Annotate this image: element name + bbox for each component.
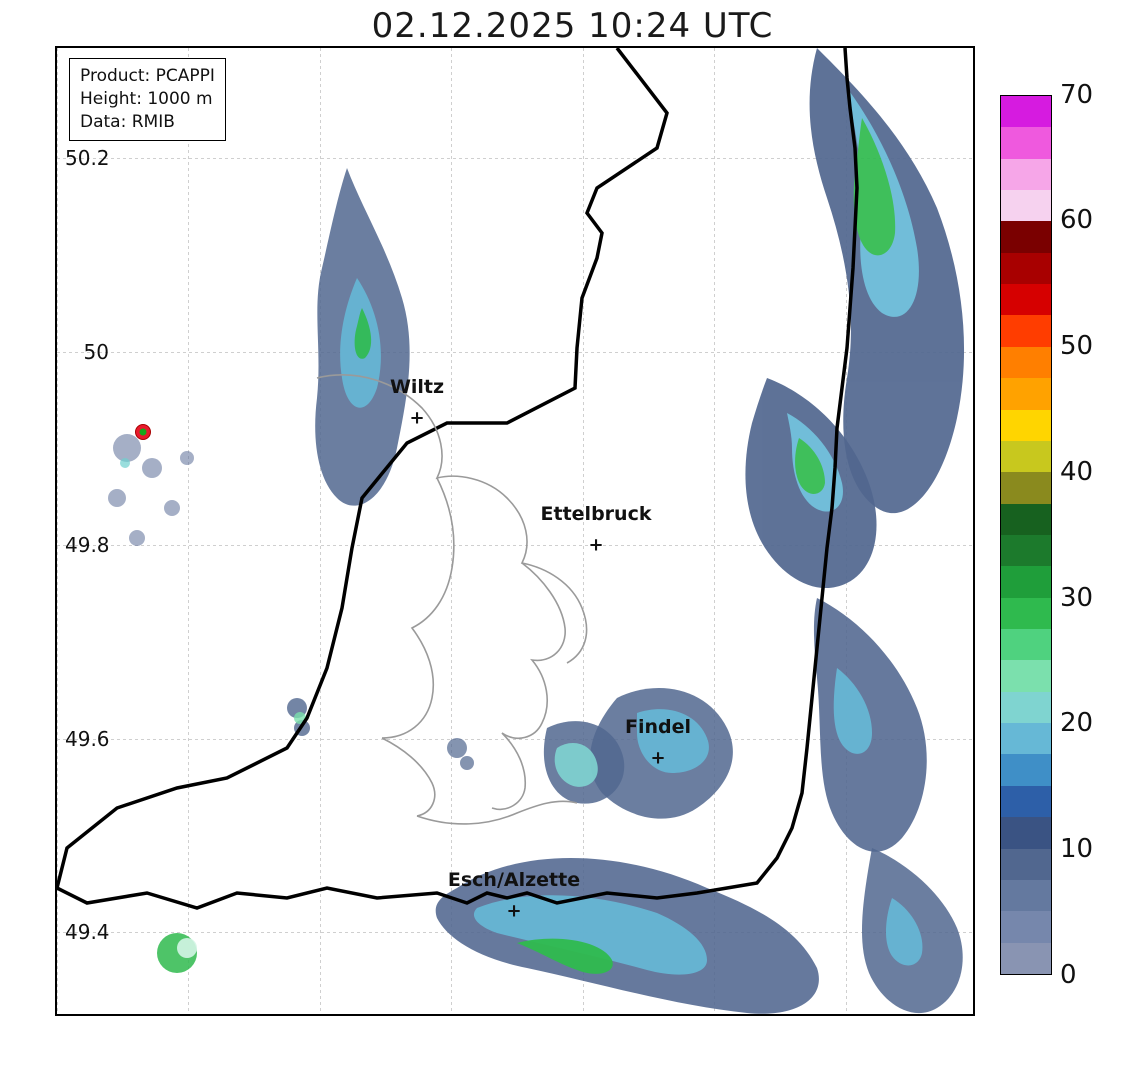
colorbar-band <box>1001 504 1051 535</box>
colorbar-band <box>1001 127 1051 158</box>
colorbar-band <box>1001 535 1051 566</box>
colorbar-band <box>1001 660 1051 691</box>
colorbar-band <box>1001 754 1051 785</box>
gridline-x-5.4 <box>57 48 58 1014</box>
ytick-49.6: 49.6 <box>65 727 109 751</box>
info-line-product: Product: PCAPPI <box>80 65 215 88</box>
city-cross-findel: + <box>650 748 665 769</box>
cb-tick-0: 0 <box>1060 960 1077 990</box>
colorbar-band <box>1001 315 1051 346</box>
colorbar-band <box>1001 96 1051 127</box>
colorbar-band <box>1001 817 1051 848</box>
colorbar-band <box>1001 943 1051 974</box>
ytick-49.8: 49.8 <box>65 533 109 557</box>
gridline-x-5.8 <box>320 48 321 1014</box>
colorbar-band <box>1001 629 1051 660</box>
colorbar-band <box>1001 159 1051 190</box>
city-label-wiltz: Wiltz <box>390 376 444 398</box>
cb-tick-10: 10 <box>1060 834 1093 864</box>
city-cross-esch: + <box>506 901 521 922</box>
gridline-x-6.4 <box>714 48 715 1014</box>
colorbar-band <box>1001 880 1051 911</box>
cb-tick-20: 20 <box>1060 708 1093 738</box>
city-label-ettelbruck: Ettelbruck <box>541 503 652 525</box>
gridline-x-6.6 <box>846 48 847 1014</box>
city-cross-ettelbruck: + <box>588 535 603 556</box>
info-box: Product: PCAPPI Height: 1000 m Data: RMI… <box>69 58 226 141</box>
city-label-esch: Esch/Alzette <box>448 869 580 891</box>
colorbar-band <box>1001 378 1051 409</box>
page-title: 02.12.2025 10:24 UTC <box>0 6 1145 46</box>
gridline-y-50.0 <box>57 352 973 353</box>
gridline-y-49.4 <box>57 932 973 933</box>
cb-tick-30: 30 <box>1060 583 1093 613</box>
colorbar-gradient <box>1000 95 1052 975</box>
cb-tick-70: 70 <box>1060 80 1093 110</box>
radar-map-app: 02.12.2025 10:24 UTC <box>0 0 1145 1084</box>
cb-tick-40: 40 <box>1060 457 1093 487</box>
ytick-50.2: 50.2 <box>65 146 109 170</box>
colorbar-band <box>1001 284 1051 315</box>
colorbar-band <box>1001 253 1051 284</box>
colorbar-band <box>1001 566 1051 597</box>
colorbar-band <box>1001 723 1051 754</box>
gridline-x-6.2 <box>583 48 584 1014</box>
colorbar-widget: 0 10 20 30 40 50 60 70 dBZ <box>1000 95 1060 975</box>
colorbar-band <box>1001 692 1051 723</box>
colorbar-band <box>1001 911 1051 942</box>
city-label-findel: Findel <box>625 716 691 738</box>
ytick-49.4: 49.4 <box>65 920 109 944</box>
colorbar-band <box>1001 221 1051 252</box>
gridline-y-49.8 <box>57 545 973 546</box>
colorbar-band <box>1001 786 1051 817</box>
gridline-x-5.6 <box>188 48 189 1014</box>
cb-tick-60: 60 <box>1060 205 1093 235</box>
colorbar-band <box>1001 441 1051 472</box>
colorbar-band <box>1001 190 1051 221</box>
colorbar-band <box>1001 472 1051 503</box>
info-line-height: Height: 1000 m <box>80 88 215 111</box>
info-line-data: Data: RMIB <box>80 111 215 134</box>
radar-site-marker-inner <box>140 429 147 436</box>
colorbar-band <box>1001 598 1051 629</box>
gridline-y-50.2 <box>57 158 973 159</box>
cb-tick-50: 50 <box>1060 331 1093 361</box>
colorbar-band <box>1001 410 1051 441</box>
city-cross-wiltz: + <box>409 408 424 429</box>
gridline-y-49.6 <box>57 739 973 740</box>
ytick-50.0: 50 <box>65 340 109 364</box>
colorbar-band <box>1001 347 1051 378</box>
plot-area: 5.4 5.6 5.8 6 6.2 6.4 6.6 6.8 50.2 50 49… <box>55 46 975 1016</box>
colorbar-band <box>1001 849 1051 880</box>
